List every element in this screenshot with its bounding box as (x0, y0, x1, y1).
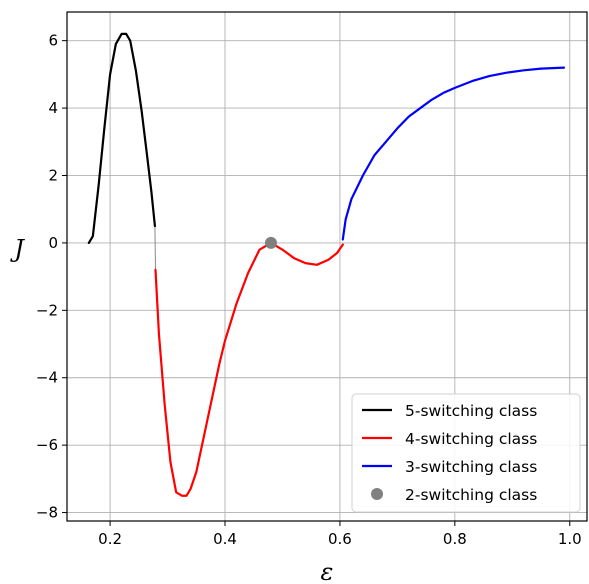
series-layer (87, 32, 566, 497)
legend-swatch (371, 488, 383, 500)
x-tick-label: 0.4 (213, 530, 237, 548)
x-ticks: 0.2 0.4 0.6 0.8 1.0 (98, 521, 582, 548)
y-tick-label: −8 (36, 504, 58, 522)
y-tick-label: 4 (48, 99, 58, 117)
legend-label: 5-switching class (405, 402, 537, 420)
x-tick-label: 0.6 (328, 530, 352, 548)
legend-label: 2-switching class (405, 486, 537, 504)
series-line-1 (87, 32, 157, 244)
connector-line (154, 226, 156, 270)
y-tick-label: −4 (36, 369, 58, 387)
series-line-2 (154, 241, 344, 497)
x-tick-label: 0.2 (98, 530, 122, 548)
series-line-3 (341, 66, 566, 241)
y-axis-label: J (9, 235, 25, 263)
y-tick-label: −2 (36, 301, 58, 319)
plot-frame (66, 11, 588, 522)
y-tick-label: 0 (48, 234, 58, 252)
x-axis-label: ε (321, 558, 334, 584)
legend-label: 3-switching class (405, 458, 537, 476)
y-tick-label: 2 (48, 166, 58, 184)
y-ticks: −8 −6 −4 −2 0 2 4 6 (36, 32, 67, 522)
legend-label: 4-switching class (405, 430, 537, 448)
grid-lines (67, 12, 587, 521)
legend-box (351, 393, 581, 513)
y-tick-label: 6 (48, 32, 58, 50)
series-point (264, 236, 277, 249)
y-tick-label: −6 (36, 436, 58, 454)
x-tick-label: 0.8 (443, 530, 467, 548)
legend: 5-switching class 4-switching class 3-swit… (351, 393, 581, 513)
x-tick-label: 1.0 (558, 530, 582, 548)
